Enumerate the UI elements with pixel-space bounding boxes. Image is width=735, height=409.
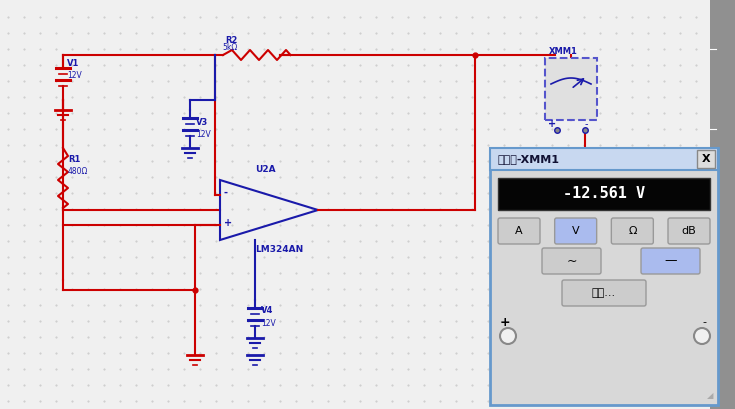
Text: -: - <box>585 119 589 129</box>
Circle shape <box>694 328 710 344</box>
FancyBboxPatch shape <box>498 218 540 244</box>
Text: +: + <box>224 218 232 228</box>
Text: -: - <box>702 317 706 327</box>
Circle shape <box>500 328 516 344</box>
Text: Ω: Ω <box>628 226 637 236</box>
FancyBboxPatch shape <box>562 280 646 306</box>
Bar <box>490 148 718 170</box>
FancyBboxPatch shape <box>697 150 715 168</box>
FancyBboxPatch shape <box>668 218 710 244</box>
Text: +: + <box>548 119 556 129</box>
Text: V4: V4 <box>261 306 273 315</box>
Text: dB: dB <box>681 226 696 236</box>
Text: V: V <box>572 226 579 236</box>
Bar <box>498 178 710 210</box>
Text: 480Ω: 480Ω <box>68 167 88 176</box>
Text: ~: ~ <box>566 254 577 267</box>
FancyBboxPatch shape <box>612 218 653 244</box>
FancyBboxPatch shape <box>641 248 700 274</box>
FancyBboxPatch shape <box>545 58 597 120</box>
Text: ◢: ◢ <box>706 391 713 400</box>
FancyBboxPatch shape <box>555 218 597 244</box>
Text: XMM1: XMM1 <box>549 47 578 56</box>
Text: 设置...: 设置... <box>592 288 616 298</box>
Text: V3: V3 <box>196 118 208 127</box>
Text: U2A: U2A <box>255 165 276 174</box>
Text: 5kΩ: 5kΩ <box>222 43 237 52</box>
Text: 12V: 12V <box>196 130 211 139</box>
Text: 12V: 12V <box>261 319 276 328</box>
Text: R2: R2 <box>225 36 237 45</box>
Text: —: — <box>664 254 677 267</box>
Text: A: A <box>515 226 523 236</box>
Text: -: - <box>224 188 228 198</box>
FancyBboxPatch shape <box>542 248 601 274</box>
Text: X: X <box>702 154 710 164</box>
Text: LM324AN: LM324AN <box>255 245 304 254</box>
Text: 万用表-XMM1: 万用表-XMM1 <box>498 154 560 164</box>
Bar <box>490 148 718 405</box>
Text: V1: V1 <box>67 59 79 68</box>
Bar <box>710 0 735 409</box>
Text: 12V: 12V <box>67 71 82 80</box>
Text: R1: R1 <box>68 155 80 164</box>
Text: +: + <box>500 315 511 328</box>
Text: -12.561 V: -12.561 V <box>563 187 645 202</box>
